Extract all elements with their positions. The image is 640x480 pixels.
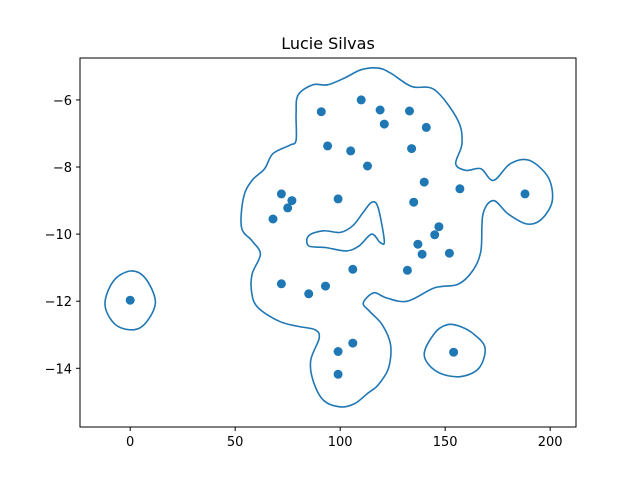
scatter-point [323,141,333,151]
scatter-point [409,197,419,207]
x-tick-label: 50 [227,435,244,450]
scatter-point [304,289,314,299]
contour-line [305,200,386,252]
axes-frame [79,57,577,428]
scatter-point [356,95,366,105]
y-tick-label: −6 [53,94,72,109]
scatter-point [421,122,431,132]
scatter-points [125,95,530,379]
scatter-point [348,338,358,348]
scatter-point [276,189,286,199]
y-axis: −14 −12 −10 −8 −6 [45,94,80,377]
y-tick-label: −8 [53,161,72,176]
scatter-point [287,196,297,206]
chart-title: Lucie Silvas [281,34,375,53]
scatter-point [276,279,286,289]
scatter-point [348,264,358,274]
scatter-point [379,119,389,129]
scatter-point [333,369,343,379]
scatter-point [316,107,326,117]
scatter-point [375,105,385,115]
scatter-point [419,177,429,187]
scatter-point [402,265,412,275]
contour-line [423,323,487,378]
scatter-point [321,281,330,291]
x-tick-label: 0 [126,435,134,450]
scatter-point [125,295,135,305]
contour-lines [104,67,554,408]
scatter-point [520,189,530,199]
scatter-point [333,194,343,204]
x-axis: 0 50 100 150 200 [126,427,563,450]
x-tick-label: 150 [433,435,458,450]
scatter-point [449,347,459,357]
scatter-point [346,146,356,156]
y-tick-label: −12 [45,295,72,310]
scatter-point [413,239,423,249]
scatter-point [283,203,293,213]
scatter-point [363,161,372,171]
scatter-point [455,184,465,194]
scatter-point [405,106,414,116]
scatter-point [417,249,427,259]
x-tick-label: 100 [328,435,353,450]
scatter-point [407,144,417,154]
y-tick-label: −14 [45,362,72,377]
scatter-point [430,230,440,240]
contour-line [104,270,157,331]
y-tick-label: −10 [45,228,72,243]
contour-line [240,67,554,408]
scatter-point [268,214,278,224]
scatter-point [444,248,454,258]
scatter-point [333,347,343,356]
scatter-point [434,222,444,232]
x-tick-label: 200 [538,435,563,450]
